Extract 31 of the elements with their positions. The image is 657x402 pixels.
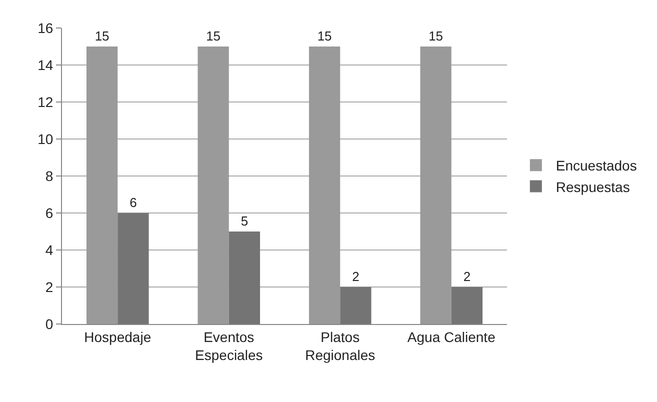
bar [198,46,229,324]
data-label: 15 [428,28,444,44]
bar [420,46,452,324]
y-tick-label: 6 [45,204,54,221]
data-label: 5 [240,214,248,228]
y-tick-label: 2 [45,278,54,295]
y-tick-label: 0 [45,316,54,332]
x-tick-label: Platos Regionales [305,328,376,363]
x-tick-label: Hospedaje [84,328,152,345]
bar [118,213,149,324]
data-label: 2 [352,269,360,284]
y-tick-label: 10 [38,130,54,147]
data-label: 2 [463,269,471,284]
bar [340,287,372,324]
bar [308,46,340,324]
bar [228,232,260,324]
bar [86,46,118,324]
y-tick-label: 16 [38,20,54,36]
data-label: 6 [130,195,137,210]
x-tick-label: Eventos Especiales [195,328,263,363]
data-label: 15 [94,28,110,44]
y-tick-label: 14 [38,56,54,73]
data-label: 15 [206,28,221,44]
y-tick-label: 12 [38,94,54,110]
y-tick-label: 8 [45,168,54,184]
legend-label: Encuestados [556,158,637,174]
bar [451,287,483,324]
y-tick-label: 4 [45,242,54,258]
legend-label: Respuestas [556,178,630,195]
x-tick-label: Agua Caliente [407,328,496,345]
data-label: 15 [317,28,332,44]
